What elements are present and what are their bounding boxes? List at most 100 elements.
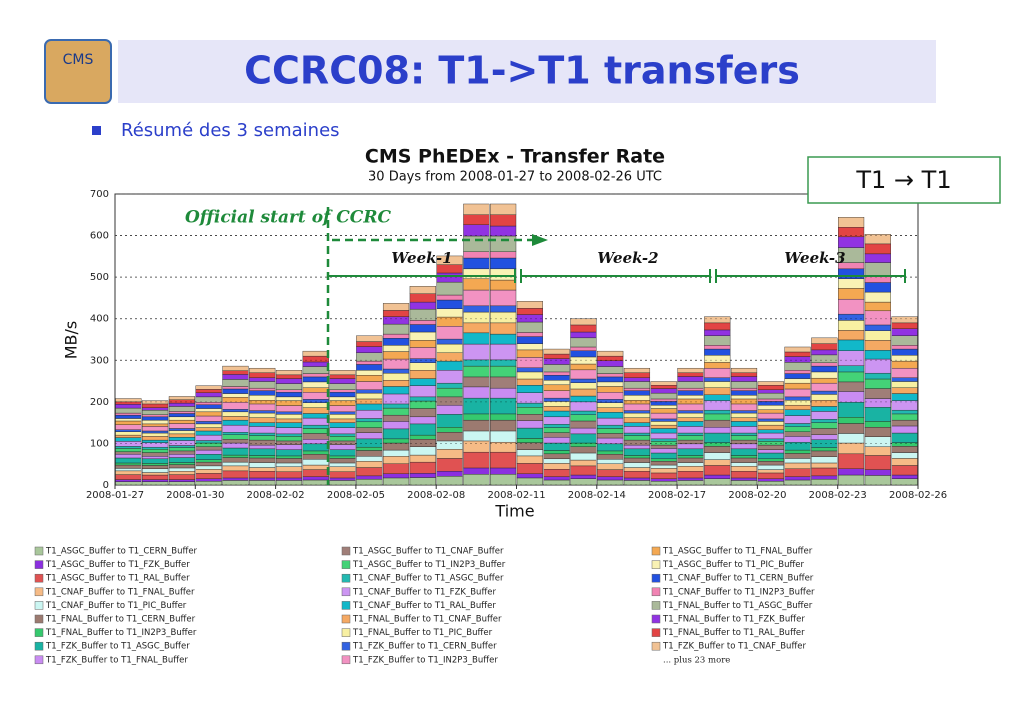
bar-segment bbox=[838, 402, 865, 418]
bar-segment bbox=[543, 416, 570, 425]
bar-segment bbox=[838, 339, 865, 351]
bar-segment bbox=[409, 408, 436, 418]
bar-segment bbox=[543, 427, 570, 433]
bar-segment bbox=[142, 426, 169, 432]
bar-segment bbox=[677, 403, 704, 411]
bar-segment bbox=[650, 404, 677, 409]
bar-segment bbox=[864, 421, 891, 428]
bar-segment bbox=[811, 349, 838, 356]
bar-segment bbox=[757, 461, 784, 466]
legend-swatch bbox=[34, 587, 44, 597]
bar-segment bbox=[356, 438, 383, 448]
bar-segment bbox=[623, 422, 651, 427]
bar-segment bbox=[436, 360, 463, 371]
bar-segment bbox=[811, 456, 838, 464]
bar-segment bbox=[597, 402, 624, 408]
bar-segment bbox=[222, 416, 249, 421]
bar-segment bbox=[275, 433, 303, 437]
bar-segment bbox=[650, 481, 677, 486]
x-tick-label: 2008-02-14 bbox=[568, 490, 626, 501]
bar-segment bbox=[490, 413, 517, 421]
bar-segment bbox=[677, 372, 704, 377]
bar-segment bbox=[677, 448, 704, 456]
bar-segment bbox=[704, 413, 731, 421]
bar-segment bbox=[195, 478, 222, 482]
legend-label: T1_CNAF_Buffer to T1_IN2P3_Buffer bbox=[662, 587, 815, 597]
bar-segment bbox=[168, 454, 196, 458]
y-tick-label: 700 bbox=[90, 189, 109, 200]
bar-segment bbox=[168, 411, 196, 414]
bar-segment bbox=[811, 390, 838, 395]
bar-segment bbox=[356, 446, 383, 451]
bar-segment bbox=[891, 387, 918, 394]
bar-segment bbox=[730, 390, 758, 396]
bar-segment bbox=[436, 440, 463, 450]
bar-segment bbox=[811, 354, 838, 363]
bar-segment bbox=[704, 478, 731, 486]
bar-segment bbox=[811, 419, 838, 423]
slide-title: CCRC08: T1->T1 transfers bbox=[244, 49, 800, 93]
bar-segment bbox=[222, 386, 249, 390]
bar-segment bbox=[543, 432, 570, 438]
bar-segment bbox=[838, 371, 865, 383]
bar-segment bbox=[570, 331, 597, 339]
legend-label: T1_FZK_Buffer to T1_IN2P3_Buffer bbox=[352, 655, 498, 665]
bar-segment bbox=[409, 454, 436, 463]
bar-segment bbox=[356, 370, 383, 376]
bar-segment bbox=[409, 416, 436, 425]
bar-segment bbox=[784, 426, 811, 432]
bar-segment bbox=[543, 476, 570, 481]
bar-segment bbox=[730, 403, 758, 411]
bar-segment bbox=[382, 438, 410, 444]
bar-segment bbox=[891, 335, 918, 346]
bar-segment bbox=[115, 479, 142, 482]
x-tick-label: 2008-01-30 bbox=[166, 490, 224, 501]
bar-segment bbox=[168, 399, 196, 404]
bar-segment bbox=[195, 408, 222, 413]
bar-segment bbox=[543, 364, 570, 373]
bar-segment bbox=[436, 387, 463, 398]
bar-segment bbox=[168, 450, 196, 455]
bar-segment bbox=[356, 352, 383, 362]
legend-label: T1_FNAL_Buffer to T1_RAL_Buffer bbox=[662, 628, 805, 638]
bar-segment bbox=[275, 396, 303, 401]
bar-segment bbox=[784, 431, 811, 437]
bar-segment bbox=[115, 441, 142, 447]
bar-segment bbox=[195, 402, 222, 405]
bar-segment bbox=[811, 337, 838, 344]
bar-segment bbox=[757, 478, 784, 482]
bar-segment bbox=[891, 432, 918, 443]
bar-segment bbox=[302, 469, 329, 477]
bar-segment bbox=[142, 403, 169, 408]
bar-segment bbox=[142, 423, 169, 427]
bar-segment bbox=[891, 367, 918, 378]
bar-segment bbox=[516, 477, 543, 486]
bar-segment bbox=[115, 464, 142, 469]
bar-segment bbox=[757, 385, 784, 391]
bar-segment bbox=[864, 243, 891, 255]
legend-label: T1_FNAL_Buffer to T1_CERN_Buffer bbox=[45, 615, 196, 625]
bar-segment bbox=[490, 235, 517, 252]
bullet: Résumé des 3 semaines bbox=[121, 120, 340, 141]
bar-segment bbox=[704, 355, 731, 363]
bar-segment bbox=[623, 395, 651, 401]
bar-segment bbox=[570, 369, 597, 380]
bar-segment bbox=[864, 282, 891, 293]
legend-label: T1_FNAL_Buffer to T1_FZK_Buffer bbox=[662, 615, 805, 625]
bar-segment bbox=[811, 411, 838, 420]
bar-segment bbox=[838, 298, 865, 315]
bar-segment bbox=[168, 464, 196, 469]
bar-segment bbox=[838, 217, 865, 228]
bar-segment bbox=[409, 370, 436, 379]
bar-segment bbox=[490, 419, 517, 432]
bar-segment bbox=[195, 423, 222, 428]
y-tick-label: 600 bbox=[90, 231, 109, 242]
bar-segment bbox=[168, 474, 196, 480]
bar-segment bbox=[543, 406, 570, 412]
bar-segment bbox=[891, 322, 918, 329]
bar-segment bbox=[838, 433, 865, 444]
legend-label: T1_FNAL_Buffer to T1_CNAF_Buffer bbox=[352, 615, 502, 625]
bar-segment bbox=[436, 308, 463, 318]
bar-segment bbox=[864, 469, 891, 476]
bar-segment bbox=[275, 411, 303, 415]
